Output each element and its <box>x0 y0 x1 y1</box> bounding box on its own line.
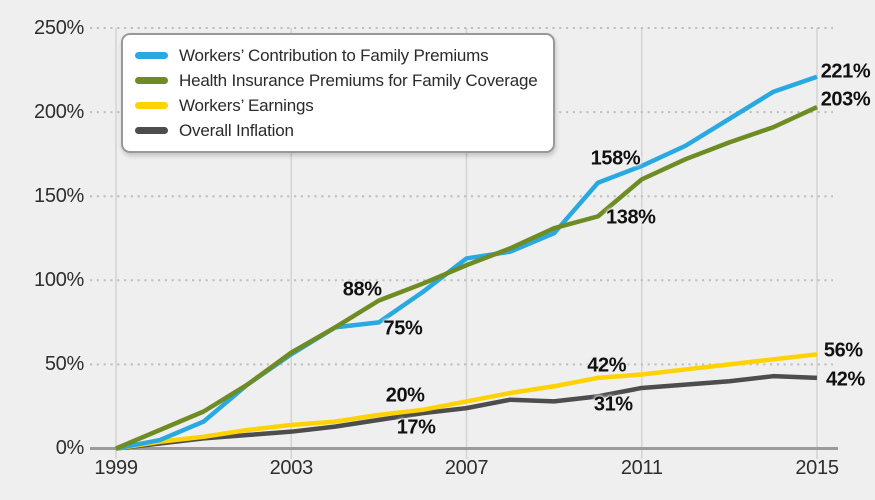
series-line-overall-inflation <box>115 373 818 451</box>
x-axis-tick-label: 2011 <box>620 457 663 479</box>
data-label: 221% <box>820 60 871 83</box>
data-label: 88% <box>342 278 382 301</box>
legend-item: Overall Inflation <box>135 118 538 143</box>
legend-label: Health Insurance Premiums for Family Cov… <box>179 70 538 90</box>
data-label: 20% <box>385 384 425 407</box>
legend-item: Health Insurance Premiums for Family Cov… <box>135 68 538 93</box>
x-axis-tick-label: 2003 <box>269 457 314 479</box>
y-axis-tick-label: 0% <box>55 437 85 459</box>
data-label: 42% <box>826 368 865 391</box>
legend-label: Workers’ Earnings <box>179 95 314 115</box>
data-label: 75% <box>383 317 423 340</box>
data-label: 42% <box>587 354 627 377</box>
y-axis-tick-label: 250% <box>34 16 84 39</box>
x-axis-tick-label: 2015 <box>795 457 839 479</box>
y-axis-tick-label: 50% <box>44 352 84 375</box>
legend-swatch-icon <box>135 52 168 59</box>
y-axis-tick-label: 100% <box>34 268 84 291</box>
legend-item: Workers’ Contribution to Family Premiums <box>135 43 538 68</box>
legend-swatch-icon <box>135 127 168 134</box>
legend-swatch-icon <box>135 77 168 84</box>
series-line-workers-earnings <box>115 352 818 451</box>
data-label: 203% <box>820 88 871 111</box>
legend-swatch-icon <box>135 102 168 109</box>
y-axis-tick-label: 200% <box>34 100 84 123</box>
data-label: 56% <box>823 339 863 362</box>
legend-item: Workers’ Earnings <box>135 93 538 118</box>
legend: Workers’ Contribution to Family Premiums… <box>121 33 555 153</box>
data-label: 31% <box>593 393 633 416</box>
series-line-workers-contribution-to-family-premiums <box>115 74 818 451</box>
y-axis-tick-label: 150% <box>34 184 84 207</box>
series-line-health-insurance-premiums-for-family-coverage <box>115 105 818 451</box>
data-label: 17% <box>396 416 436 439</box>
x-axis-tick-label: 2007 <box>444 457 489 479</box>
legend-label: Workers’ Contribution to Family Premiums <box>179 45 489 65</box>
data-label: 138% <box>606 206 656 229</box>
legend-label: Overall Inflation <box>179 120 294 140</box>
data-label: 158% <box>590 147 641 170</box>
x-axis-tick-label: 1999 <box>94 457 138 479</box>
